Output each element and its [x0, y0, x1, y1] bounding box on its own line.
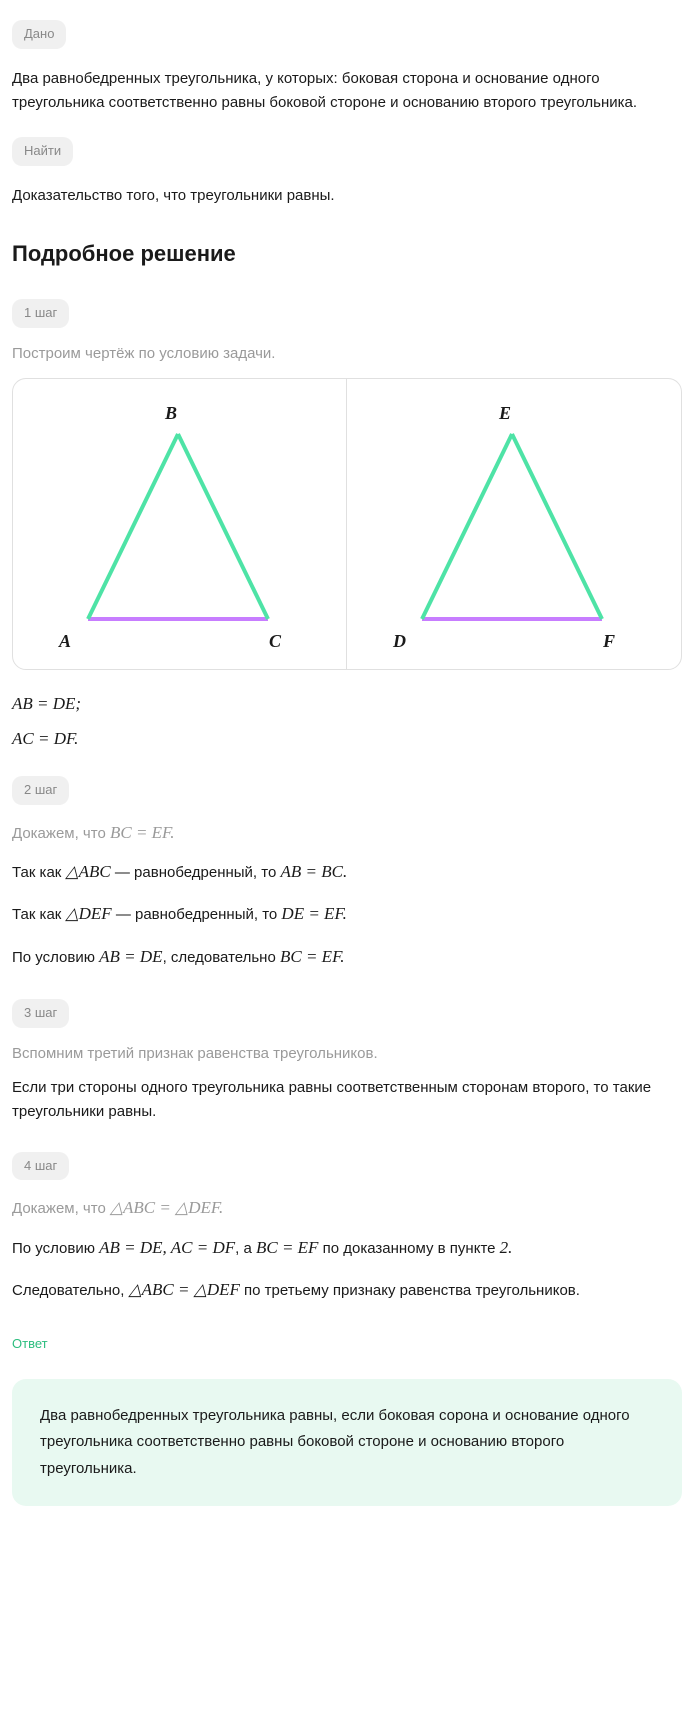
step2-desc: Докажем, что BC = EF. [12, 819, 682, 846]
text: по третьему признаку равенства треугольн… [240, 1282, 580, 1299]
answer-badge: Ответ [12, 1334, 48, 1355]
step3-badge: 3 шаг [12, 999, 69, 1028]
figure-right: E D F [347, 379, 681, 669]
label-a: A [59, 627, 71, 656]
side-bc [178, 434, 268, 619]
math-abc-def: △ABC = △DEF [129, 1280, 240, 1299]
math-num2: 2. [500, 1238, 513, 1257]
math-de-ef: DE = EF. [281, 904, 346, 923]
text: , следовательно [163, 949, 280, 966]
step4-desc: Докажем, что △ABC = △DEF. [12, 1194, 682, 1221]
step4-badge: 4 шаг [12, 1152, 69, 1181]
solution-heading: Подробное решение [12, 236, 682, 271]
text: Так как [12, 906, 66, 923]
side-ab [88, 434, 178, 619]
math-sides1: AB = DE, AC = DF [99, 1238, 235, 1257]
text: По условию [12, 1240, 99, 1257]
step2-line1: Так как △ABC — равнобедренный, то AB = B… [12, 856, 682, 888]
math-def: △DEF [66, 904, 112, 923]
triangle-def [347, 379, 682, 669]
eq-ac-df: AC = DF. [12, 725, 682, 752]
text: , а [235, 1240, 256, 1257]
label-b: B [165, 399, 177, 428]
text: Так как [12, 864, 66, 881]
step2-line2: Так как △DEF — равнобедренный, то DE = E… [12, 898, 682, 930]
label-f: F [603, 627, 615, 656]
step2-desc-text: Докажем, что [12, 825, 110, 842]
step4-line2: Следовательно, △ABC = △DEF по третьему п… [12, 1274, 682, 1306]
math-bc-ef: BC = EF. [280, 947, 345, 966]
label-e: E [499, 399, 511, 428]
label-d: D [393, 627, 406, 656]
step1-badge: 1 шаг [12, 299, 69, 328]
text: Следовательно, [12, 1282, 129, 1299]
label-c: C [269, 627, 281, 656]
text: по доказанному в пункте [318, 1240, 499, 1257]
step4-desc-text: Докажем, что [12, 1200, 110, 1217]
figure-container: B A C E D F [12, 378, 682, 670]
side-ef [512, 434, 602, 619]
answer-text: Два равнобедренных треугольника равны, е… [40, 1407, 630, 1477]
step3-desc: Вспомним третий признак равенства треуго… [12, 1042, 682, 1066]
text: — равнобедренный, то [111, 864, 281, 881]
step2-line3: По условию AB = DE, следовательно BC = E… [12, 941, 682, 973]
step3-text: Если три стороны одного треугольника рав… [12, 1076, 682, 1124]
text: По условию [12, 949, 99, 966]
math-bc-ef2: BC = EF [256, 1238, 318, 1257]
step4-desc-math: △ABC = △DEF. [110, 1198, 223, 1217]
find-badge: Найти [12, 137, 73, 166]
math-abc: △ABC [66, 862, 111, 881]
figure-left: B A C [13, 379, 347, 669]
text: — равнобедренный, то [112, 906, 282, 923]
step1-desc: Построим чертёж по условию задачи. [12, 342, 682, 366]
side-de [422, 434, 512, 619]
answer-box: Два равнобедренных треугольника равны, е… [12, 1379, 682, 1506]
math-ab-de: AB = DE [99, 947, 162, 966]
math-ab-bc: AB = BC. [280, 862, 347, 881]
step2-badge: 2 шаг [12, 776, 69, 805]
step4-line1: По условию AB = DE, AC = DF, а BC = EF п… [12, 1232, 682, 1264]
find-text: Доказательство того, что треугольники ра… [12, 184, 682, 208]
given-text: Два равнобедренных треугольника, у котор… [12, 67, 682, 115]
triangle-abc [13, 379, 348, 669]
eq-ab-de: AB = DE; [12, 690, 682, 717]
step2-desc-math: BC = EF. [110, 823, 175, 842]
given-badge: Дано [12, 20, 66, 49]
